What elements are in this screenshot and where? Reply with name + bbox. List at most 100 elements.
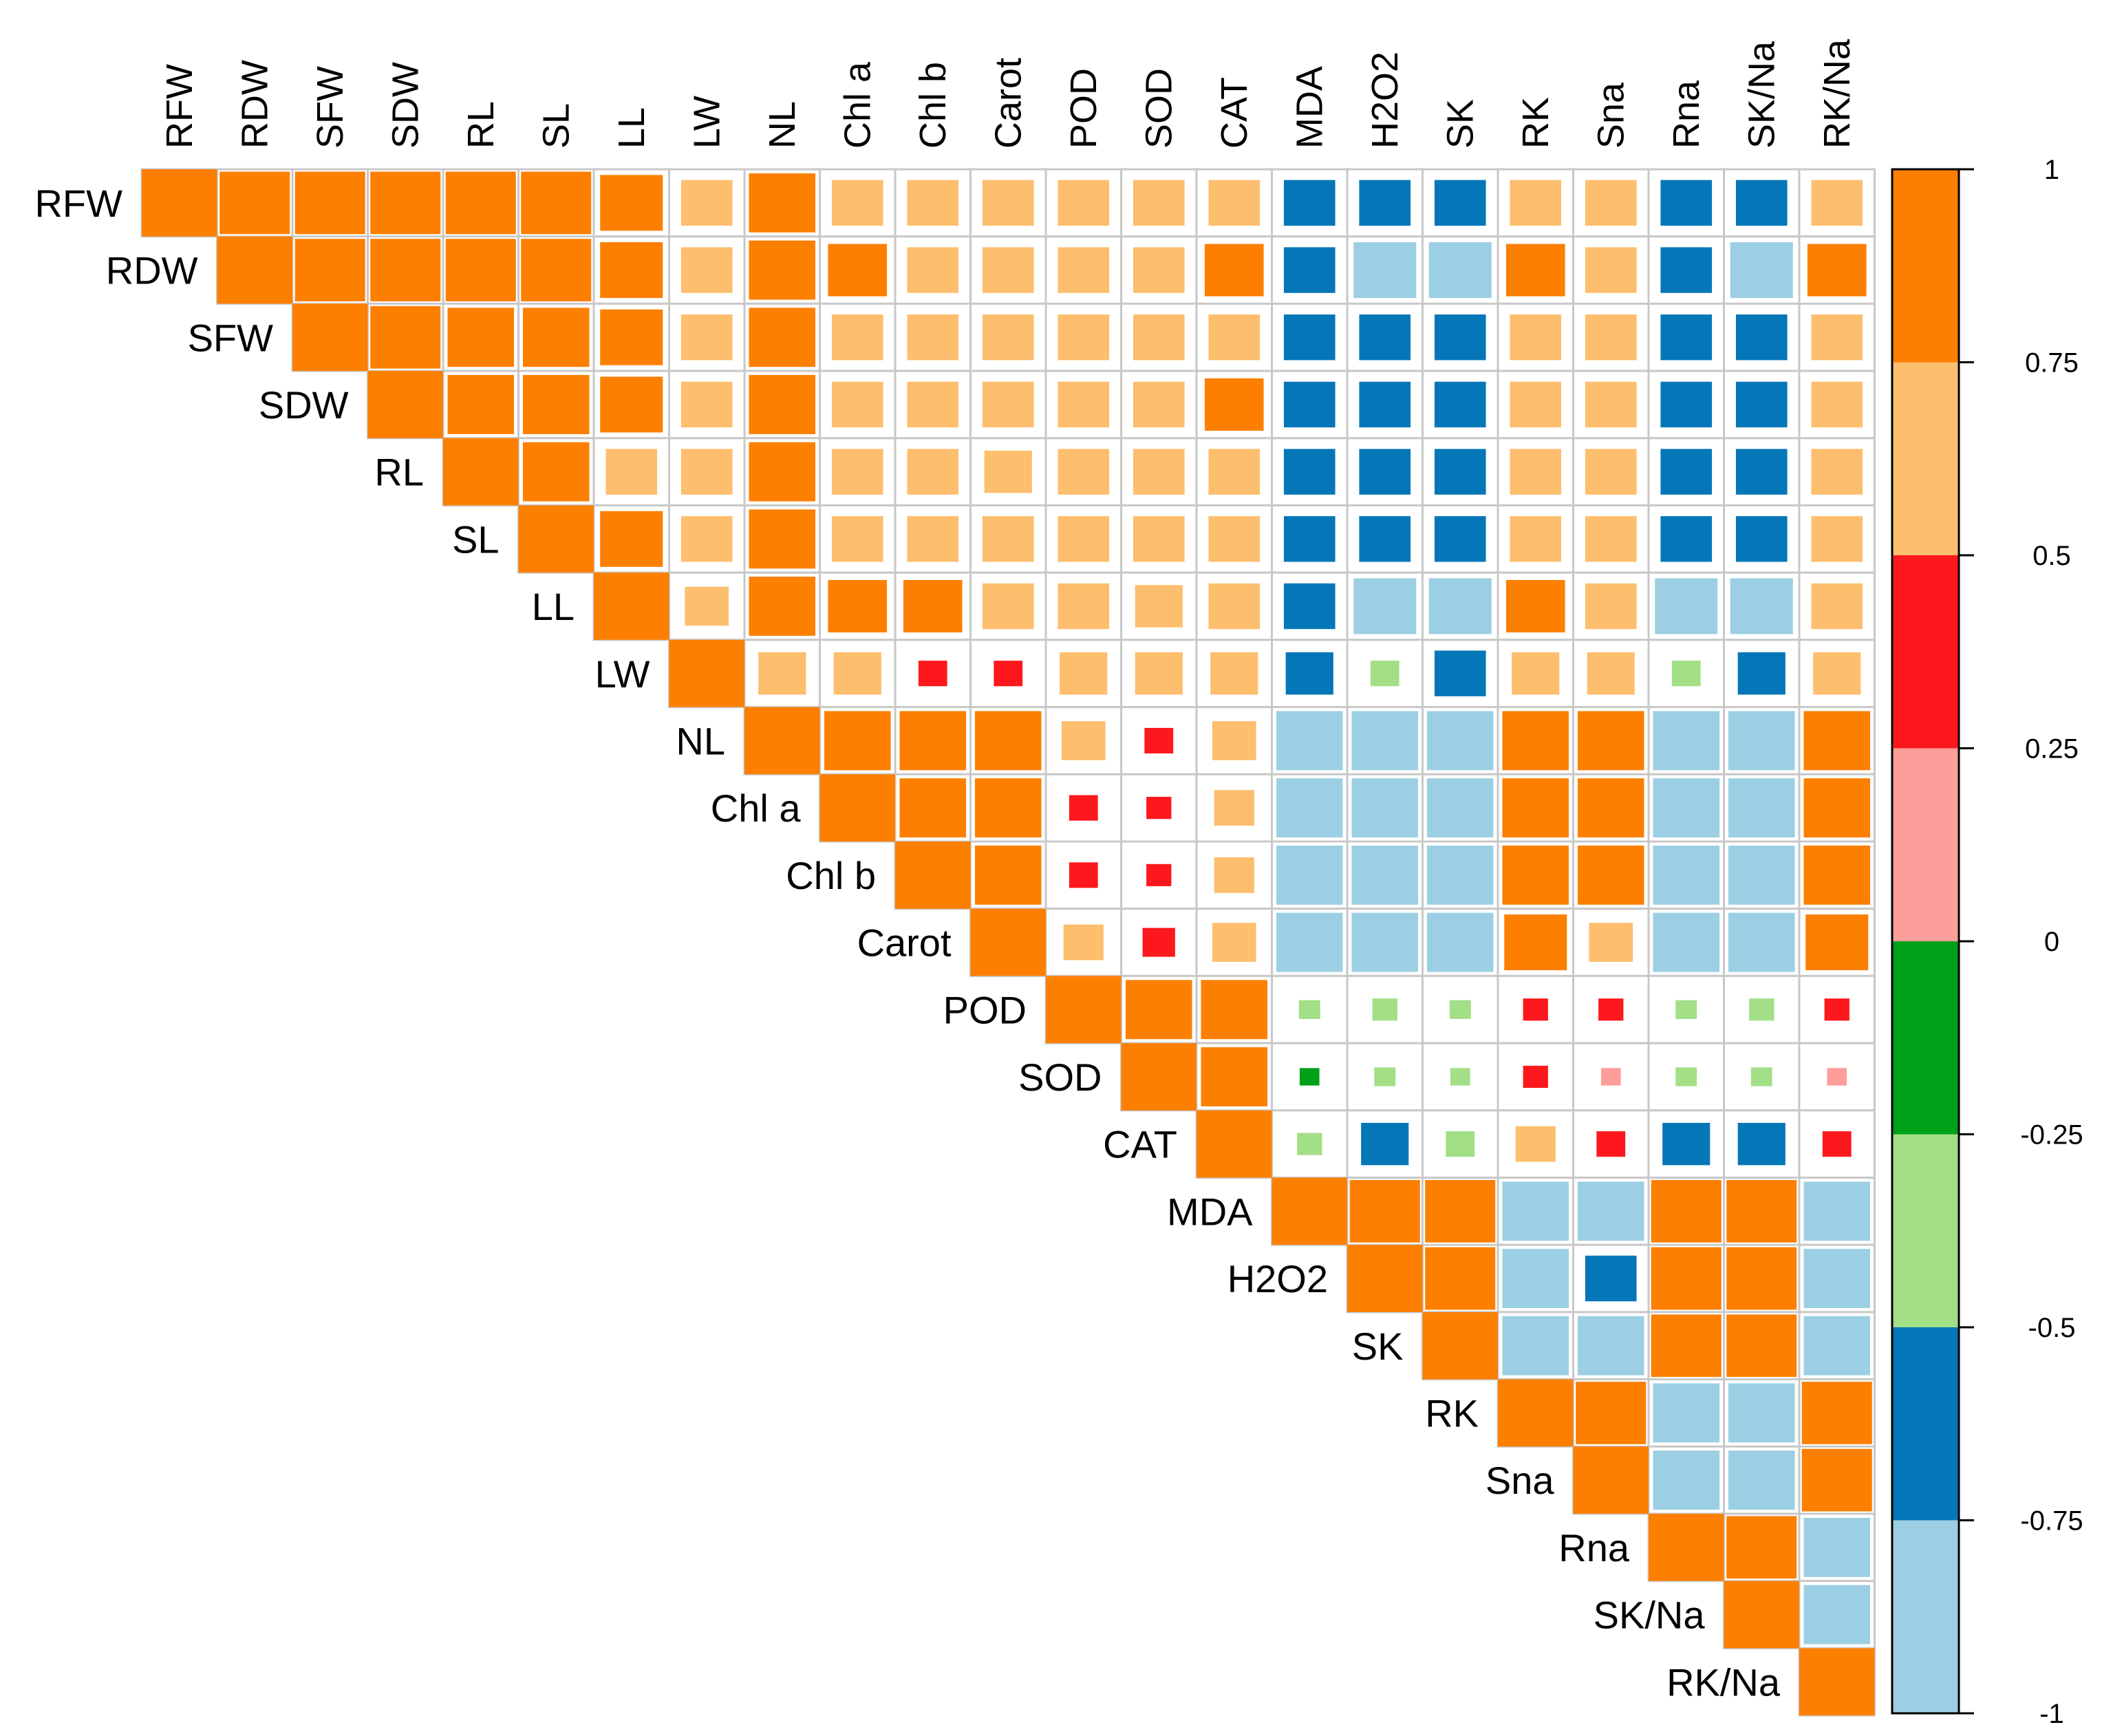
corr-cell-rdw-chl-a: [826, 242, 889, 298]
corr-cell-sk-na-rk-na: [1802, 1583, 1872, 1646]
corr-cell-rl-sk-na: [1734, 447, 1789, 496]
corr-cell-sod-sna: [1599, 1067, 1622, 1087]
corr-cell-nl-cat: [1210, 720, 1258, 762]
corr-cell-chl-b-sk: [1425, 844, 1495, 906]
corr-cell-cat-sna: [1595, 1130, 1627, 1159]
corr-cell-carot-cat: [1210, 921, 1258, 963]
corr-cell-sdw-carot: [980, 380, 1036, 429]
corr-cell-rl-cat: [1207, 447, 1262, 496]
corr-cell-sna-sna: [1573, 1446, 1649, 1514]
corr-cell-chl-a-rna: [1651, 777, 1722, 839]
corr-cell-sfw-rl: [446, 306, 516, 369]
corr-cell-sfw-sna: [1583, 313, 1638, 362]
corr-cell-nl-carot: [973, 709, 1043, 772]
corr-cell-rl-sl: [521, 440, 591, 503]
corr-cell-sna-sk-na: [1726, 1449, 1797, 1512]
col-label-lw: LW: [686, 96, 727, 149]
corr-cell-rfw-sk-na: [1734, 178, 1789, 228]
corr-cell-rdw-sk-na: [1728, 241, 1794, 300]
corr-cell-ll-rk: [1504, 578, 1567, 634]
corr-cell-cat-sk-na: [1736, 1121, 1787, 1167]
corr-cell-sfw-rk: [1508, 313, 1563, 362]
corr-cell-ll-nl: [747, 575, 817, 638]
corr-cell-rl-lw: [679, 447, 734, 496]
corr-cell-rdw-sod: [1131, 246, 1186, 294]
corr-cell-chl-a-sk: [1425, 777, 1495, 839]
corr-cell-carot-mda: [1274, 911, 1344, 974]
corr-cell-sfw-mda: [1282, 313, 1337, 362]
corr-cell-h2o2-sna: [1583, 1254, 1638, 1303]
corr-cell-pod-rna: [1674, 998, 1699, 1020]
corr-cell-ll-lw: [683, 585, 731, 628]
colorbar-tick-label: -1: [2039, 1699, 2064, 1729]
row-label-rfw: RFW: [34, 182, 122, 225]
colorbar-tick-label: -0.75: [2020, 1506, 2083, 1536]
corr-cell-rdw-rk-na: [1805, 242, 1868, 298]
corr-cell-sk-sk-na: [1725, 1313, 1799, 1379]
corr-cell-sdw-chl-a: [830, 380, 885, 429]
corr-cell-rfw-sl: [519, 170, 593, 236]
corr-cell-sk-rk: [1501, 1314, 1571, 1377]
corr-cell-rdw-sfw: [293, 237, 367, 303]
corr-cell-ll-rk-na: [1810, 581, 1865, 631]
corr-cell-rdw-rna: [1659, 246, 1714, 294]
corr-cell-mda-rna: [1649, 1178, 1723, 1244]
corr-cell-sdw-h2o2: [1358, 380, 1413, 429]
corr-cell-cat-cat: [1197, 1110, 1272, 1178]
corr-cell-sk-sna: [1576, 1314, 1646, 1377]
corr-cell-cat-h2o2: [1360, 1121, 1411, 1167]
corr-cell-sfw-pod: [1056, 313, 1111, 362]
corr-cell-sod-sk: [1448, 1067, 1472, 1087]
corr-cell-chl-b-rna: [1651, 844, 1722, 906]
corr-cell-ll-sna: [1583, 581, 1638, 631]
corr-cell-sdw-rk: [1508, 380, 1563, 429]
row-labels: RFW RDW SFW SDW RL SL LL LW NL Chl a Chl b Carot POD…: [34, 182, 1780, 1704]
corr-cell-chl-b-pod: [1067, 861, 1100, 890]
corr-cell-rk-na-rk-na: [1799, 1648, 1875, 1716]
corr-cell-sdw-sl: [521, 373, 591, 436]
corr-cell-ll-cat: [1207, 581, 1262, 631]
corr-cell-rfw-rfw: [142, 169, 217, 237]
corr-cell-sdw-sdw: [367, 371, 443, 438]
corr-cell-sl-sod: [1131, 515, 1186, 564]
corr-cell-lw-nl: [757, 650, 808, 696]
corr-cell-sdw-sk-na: [1734, 380, 1789, 429]
corr-cell-sk-na-sk-na: [1724, 1580, 1799, 1649]
corr-cell-sl-nl: [747, 508, 817, 570]
corr-cell-rdw-sk: [1427, 241, 1493, 300]
col-label-rfw: RFW: [159, 64, 200, 149]
column-labels: RFW RDW SFW SDW RL SL LL LW NL Chl a Chl b Carot POD…: [159, 39, 1858, 149]
corr-cell-rfw-sdw: [369, 170, 442, 236]
row-label-mda: MDA: [1167, 1190, 1253, 1233]
corr-cell-carot-h2o2: [1350, 911, 1420, 974]
corr-cell-sfw-sdw: [369, 304, 442, 370]
corr-cell-carot-sod: [1141, 926, 1177, 958]
corr-cell-sfw-nl: [747, 306, 817, 369]
corr-cell-sdw-rl: [446, 373, 516, 436]
corr-cell-rl-ll: [604, 447, 659, 496]
corr-cell-sl-ll: [599, 509, 665, 568]
col-label-pod: POD: [1063, 68, 1104, 149]
corr-cell-ll-sod: [1133, 583, 1184, 629]
corr-cell-nl-nl: [744, 707, 820, 775]
corr-cell-sl-pod: [1056, 515, 1111, 564]
col-label-mda: MDA: [1289, 66, 1330, 149]
corr-cell-sl-chl-b: [905, 515, 961, 564]
corr-cell-rl-sod: [1131, 447, 1186, 496]
corr-cell-nl-sk: [1425, 709, 1495, 772]
corr-cell-lw-sk-na: [1736, 650, 1787, 696]
corr-cell-pod-sod: [1124, 978, 1194, 1041]
col-label-sk-na: SK/Na: [1741, 41, 1782, 149]
corr-cell-sfw-chl-a: [830, 313, 885, 362]
row-label-sl: SL: [452, 517, 500, 561]
corr-cell-h2o2-h2o2: [1347, 1245, 1423, 1312]
row-label-sna: Sna: [1486, 1459, 1554, 1502]
col-label-cat: CAT: [1214, 77, 1255, 149]
corr-cell-sfw-sl: [521, 306, 591, 369]
corr-cell-mda-rk: [1501, 1180, 1571, 1243]
corr-cell-rna-rk-na: [1802, 1516, 1872, 1578]
row-label-pod: POD: [943, 988, 1027, 1031]
row-label-ll: LL: [532, 585, 575, 628]
col-label-chl-b: Chl b: [912, 62, 954, 149]
